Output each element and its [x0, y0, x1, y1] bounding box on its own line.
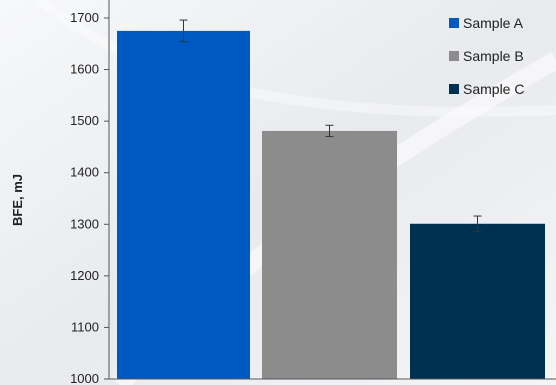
error-bar-sample-a [179, 19, 188, 43]
legend-label-sample-b: Sample B [463, 48, 524, 64]
y-tick-label: 1000 [70, 371, 99, 385]
y-tick-label: 1100 [71, 319, 99, 334]
error-bar-sample-c [473, 215, 482, 233]
legend-label-sample-c: Sample C [463, 81, 524, 97]
legend-swatch-sample-a [449, 18, 459, 28]
bar-sample-a [117, 30, 250, 380]
bar-sample-c [410, 223, 545, 379]
error-bar-sample-b [325, 124, 334, 138]
background-swoosh-2 [36, 0, 556, 117]
y-tick-label: 1600 [70, 62, 99, 77]
y-tick-label: 1500 [70, 113, 99, 128]
legend-swatch-sample-c [449, 84, 459, 94]
y-tick-label: 1200 [70, 268, 99, 283]
legend-label-sample-a: Sample A [463, 15, 524, 31]
y-tick-label: 1700 [70, 10, 99, 25]
y-axis-label: BFE, mJ [10, 174, 25, 226]
y-tick-label: 1300 [70, 216, 99, 231]
y-tick-label: 1400 [70, 165, 99, 180]
bar-sample-b [262, 130, 397, 379]
legend: Sample A Sample B Sample C [449, 15, 524, 97]
legend-swatch-sample-b [449, 51, 459, 61]
